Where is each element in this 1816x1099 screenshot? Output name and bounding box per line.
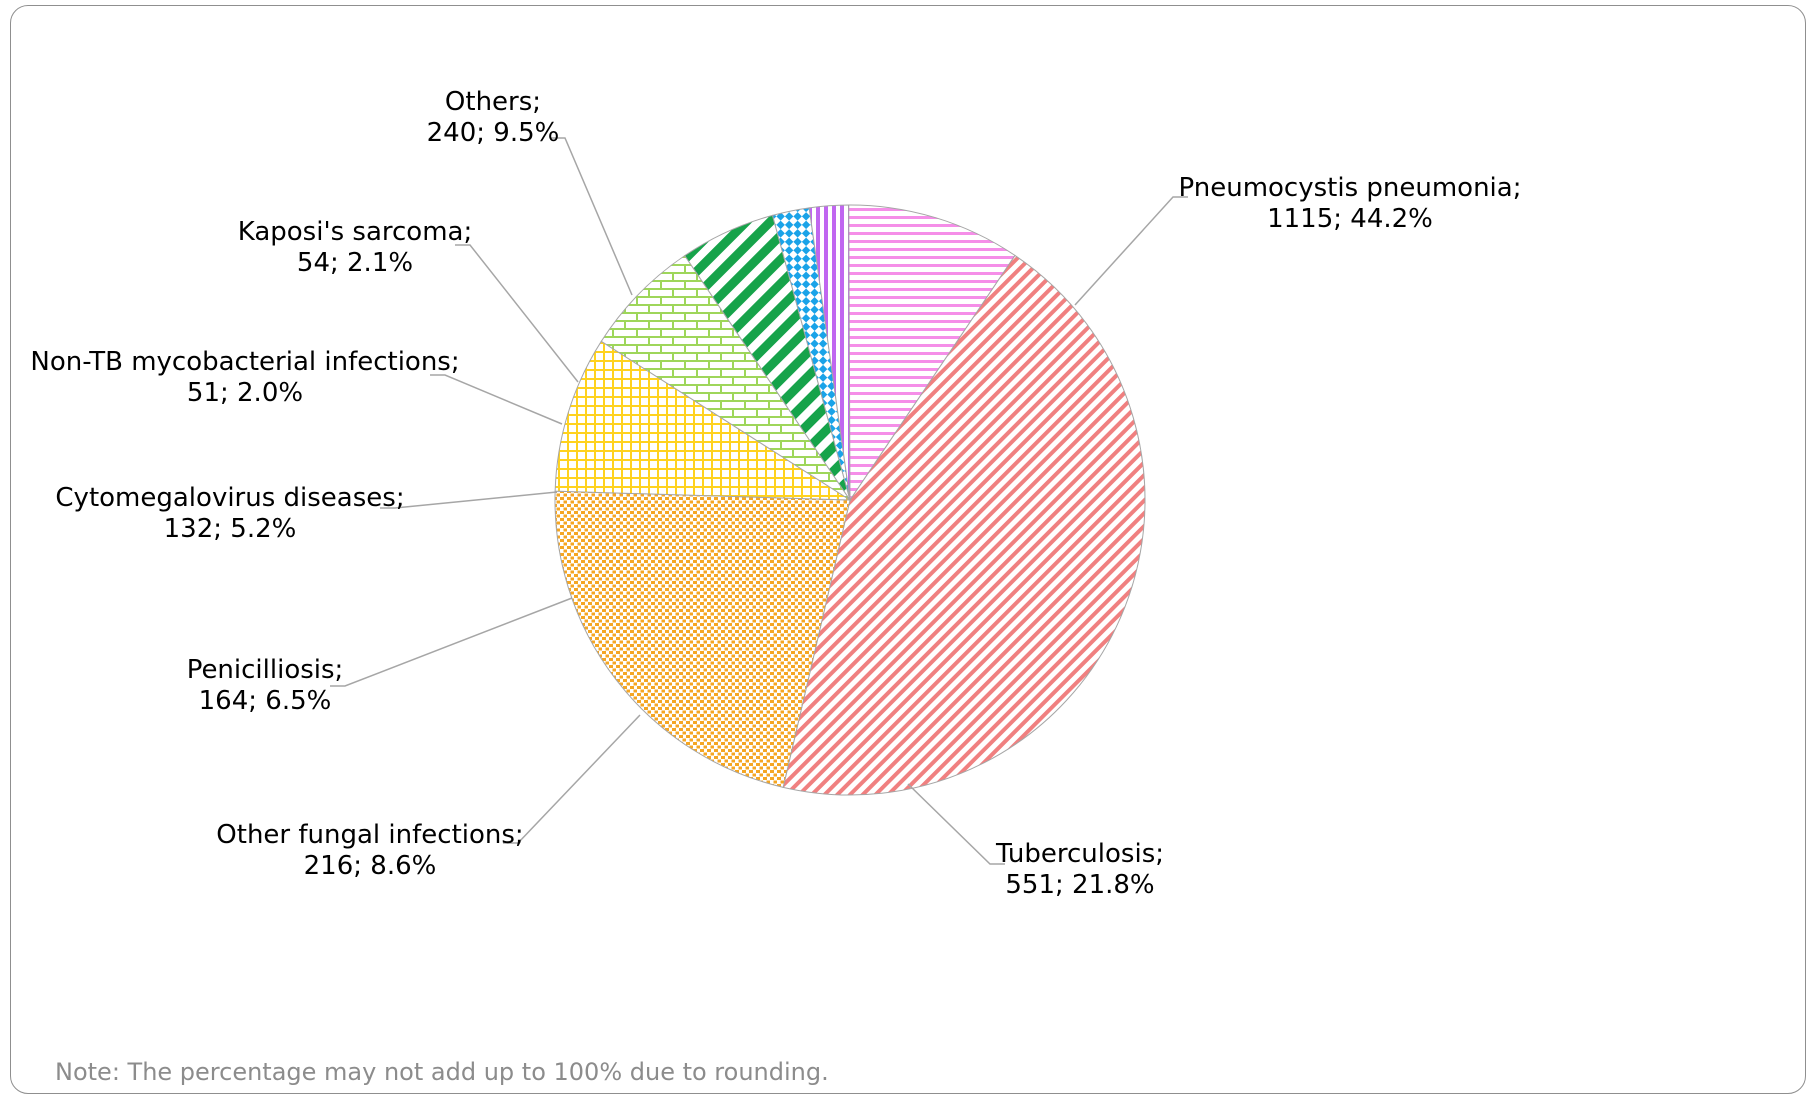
slice-label-name: Kaposi's sarcoma;	[238, 217, 472, 247]
pie-slices	[554, 204, 1146, 796]
slice-label-value: 51; 2.0%	[187, 378, 303, 408]
slice-label-name: Cytomegalovirus diseases;	[55, 483, 404, 513]
slice-label-value: 551; 21.8%	[1005, 870, 1154, 900]
leader-line	[503, 714, 641, 844]
slice-label-value: 1115; 44.2%	[1267, 204, 1433, 234]
slice-label-value: 164; 6.5%	[199, 686, 332, 716]
leader-line	[455, 244, 579, 383]
footnote: Note: The percentage may not add up to 1…	[55, 1058, 829, 1086]
slice-label-value: 240; 9.5%	[427, 118, 560, 148]
pie-slice-tuberculosis	[554, 490, 851, 788]
slice-label-value: 54; 2.1%	[297, 248, 413, 278]
leader-line	[1074, 196, 1188, 306]
leader-line	[330, 597, 573, 687]
leader-line	[430, 374, 563, 425]
pie-slice-pneumocystis-pneumonia	[782, 254, 1146, 796]
slice-label-name: Penicilliosis;	[187, 655, 344, 685]
leader-line	[550, 137, 633, 296]
slice-labels: Pneumocystis pneumonia;1115; 44.2% Tuberc…	[30, 87, 1521, 900]
slice-label-name: Non-TB mycobacterial infections;	[30, 347, 459, 377]
pie-slice-other-fungal-infections	[554, 340, 852, 501]
leader-line	[380, 491, 558, 509]
leader-lines	[330, 137, 1188, 865]
slice-label-name: Pneumocystis pneumonia;	[1179, 173, 1522, 203]
slice-label-name: Others;	[445, 87, 541, 117]
leader-line	[907, 783, 1005, 865]
pie-slice-penicilliosis	[600, 254, 851, 501]
slice-label-value: 216; 8.6%	[304, 851, 437, 881]
slice-label-value: 132; 5.2%	[164, 514, 297, 544]
slice-label-name: Tuberculosis;	[995, 839, 1164, 869]
pie-slice-others	[848, 204, 1016, 502]
slice-label-name: Other fungal infections;	[216, 820, 523, 850]
